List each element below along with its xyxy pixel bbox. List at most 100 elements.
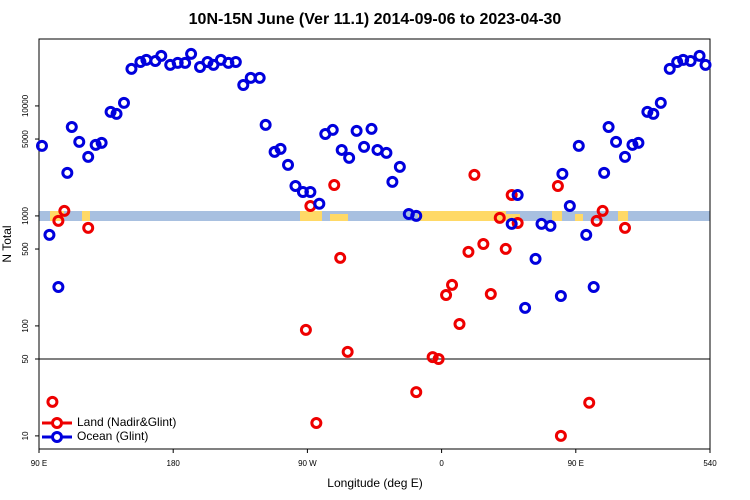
data-point (610, 135, 623, 148)
data-point (619, 150, 632, 163)
x-axis-title: Longitude (deg E) (327, 476, 422, 490)
data-point (551, 180, 564, 193)
data-point (380, 146, 393, 159)
data-point (117, 96, 130, 109)
data-point (580, 228, 593, 241)
data-point (587, 280, 600, 293)
data-point (35, 139, 48, 152)
y-tick-label: 500 (21, 242, 30, 256)
data-point (229, 55, 242, 68)
data-point (511, 216, 524, 229)
data-point (647, 107, 660, 120)
data-point (432, 353, 445, 366)
data-point (619, 221, 632, 234)
y-tick-label: 5000 (21, 130, 30, 148)
data-point (82, 221, 95, 234)
data-point (632, 136, 645, 149)
x-tick-label: 90 E (31, 459, 47, 468)
data-point (282, 158, 295, 171)
data-point (343, 151, 356, 164)
data-point (596, 204, 609, 217)
data-point (155, 49, 168, 62)
data-point (134, 55, 147, 68)
data-point (52, 214, 65, 227)
data-point (179, 56, 192, 69)
data-point (259, 118, 272, 131)
data-point (511, 188, 524, 201)
data-point (110, 107, 123, 120)
data-point (410, 386, 423, 399)
data-point (299, 323, 312, 336)
data-point (310, 416, 323, 429)
data-point (89, 138, 102, 151)
data-point (61, 166, 74, 179)
data-point (484, 288, 497, 301)
data-point (326, 123, 339, 136)
data-point (73, 135, 86, 148)
data-point (468, 168, 481, 181)
data-point (82, 150, 95, 163)
data-point (393, 160, 406, 173)
data-point (477, 237, 490, 250)
data-point (505, 188, 518, 201)
data-point (663, 62, 676, 75)
data-point (684, 55, 697, 68)
data-point (453, 318, 466, 331)
x-tick-label: 540 (703, 459, 717, 468)
data-point (313, 197, 326, 210)
data-point (253, 71, 266, 84)
data-point (602, 120, 615, 133)
data-point (125, 62, 138, 75)
data-point (529, 252, 542, 265)
y-tick-label: 1000 (21, 206, 30, 224)
data-point (699, 58, 712, 71)
data-point (365, 122, 378, 135)
x-tick-label: 0 (439, 459, 444, 468)
map-strip (39, 211, 710, 221)
y-axis-title: N Total (0, 225, 14, 262)
data-point (493, 211, 506, 224)
data-point (328, 179, 341, 192)
data-point (563, 200, 576, 213)
data-point (462, 245, 475, 258)
data-point (410, 209, 423, 222)
x-tick-label: 90 W (298, 459, 317, 468)
data-point (335, 143, 348, 156)
data-point (43, 228, 56, 241)
data-point (598, 166, 611, 179)
legend: Land (Nadir&Glint) Ocean (Glint) (42, 415, 176, 443)
data-point (583, 396, 596, 409)
data-point (519, 301, 532, 314)
data-point (693, 49, 706, 62)
data-point (641, 105, 654, 118)
data-point (185, 47, 198, 60)
data-point (426, 351, 439, 364)
data-point (386, 175, 399, 188)
data-point (544, 219, 557, 232)
data-point (440, 288, 453, 301)
data-point (654, 96, 667, 109)
data-point (505, 217, 518, 230)
data-point (671, 55, 684, 68)
data-point (554, 429, 567, 442)
data-point (556, 167, 569, 180)
data-point (341, 345, 354, 358)
data-point (296, 185, 309, 198)
plot-frame (38, 38, 711, 450)
legend-label: Ocean (Glint) (77, 429, 148, 443)
y-tick-label: 10 (21, 431, 30, 440)
data-point (499, 242, 512, 255)
data-point (304, 185, 317, 198)
data-point (626, 138, 639, 151)
x-tick-label: 90 E (568, 459, 584, 468)
data-point (590, 214, 603, 227)
y-tick-label: 100 (21, 319, 30, 333)
legend-label: Land (Nadir&Glint) (77, 415, 176, 429)
data-point (274, 142, 287, 155)
chart-title: 10N-15N June (Ver 11.1) 2014-09-06 to 20… (189, 11, 562, 28)
data-point (289, 180, 302, 193)
x-tick-label: 180 (167, 459, 181, 468)
data-point (334, 251, 347, 264)
data-point (350, 124, 363, 137)
data-point (65, 120, 78, 133)
